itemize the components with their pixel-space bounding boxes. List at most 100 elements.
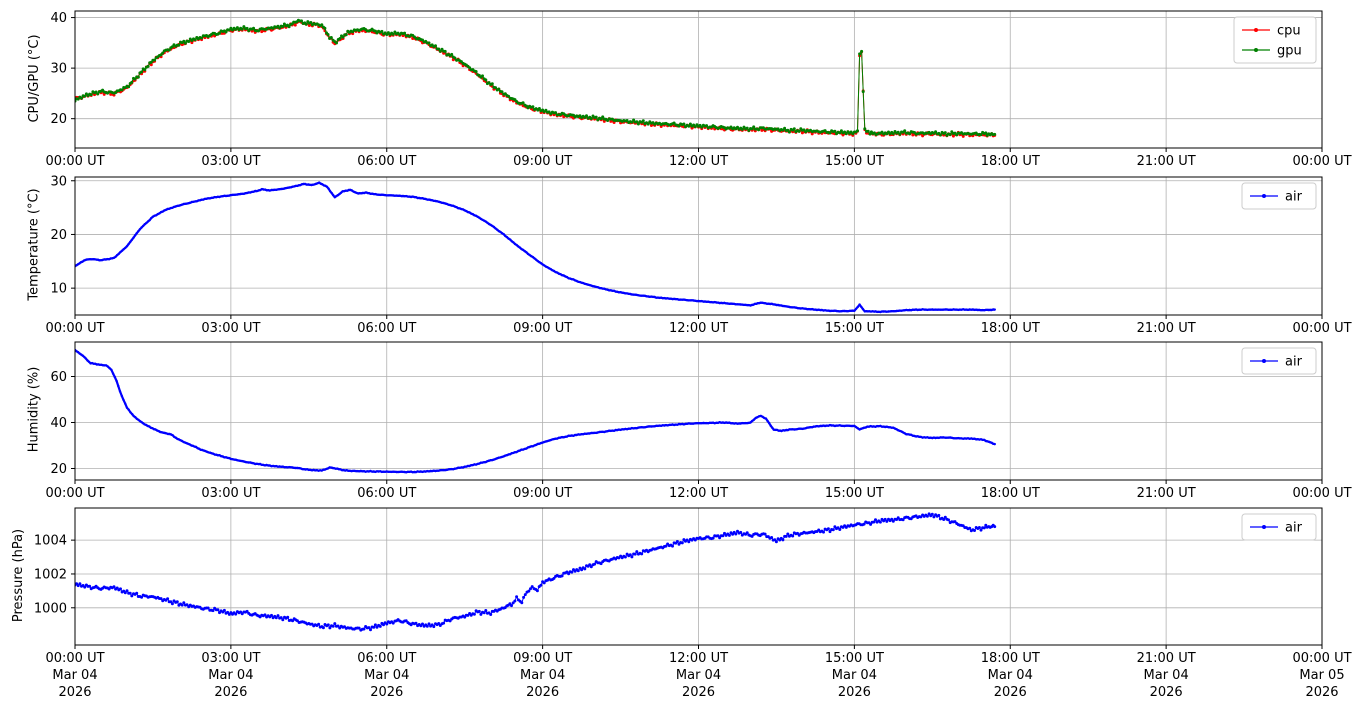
x-axis-date-label: Mar 04 [520,668,565,683]
x-tick-label: 03:00 UT [201,321,260,336]
x-axis-date-label: Mar 04 [364,668,409,683]
x-tick-label: 00:00 UT [45,321,104,336]
x-tick-label: 06:00 UT [357,486,416,501]
x-axis-year-label: 2026 [838,685,871,700]
series-air-line [75,181,996,314]
y-axis-label-temperature: Temperature (°C) [26,188,42,301]
x-tick-label: 00:00 UT [1292,651,1351,666]
series-cpu-line [75,20,996,137]
x-axis-date-label: Mar 04 [832,668,877,683]
legend-sample-marker-cpu [1254,28,1258,32]
x-tick-label: 06:00 UT [357,651,416,666]
x-axis-year-label: 2026 [994,685,1027,700]
y-tick-label: 20 [50,112,67,127]
x-tick-label: 09:00 UT [513,651,572,666]
x-axis-date-label: Mar 04 [988,668,1033,683]
x-axis-date-label: Mar 04 [52,668,97,683]
legend-box [1233,16,1317,64]
legend-box [1241,182,1317,210]
series-air-line [75,513,996,631]
x-tick-label: 12:00 UT [669,651,728,666]
x-tick-label: 03:00 UT [201,651,260,666]
x-tick-label: 15:00 UT [825,321,884,336]
x-axis-date-label: Mar 04 [1144,668,1189,683]
legend-label-cpu: cpu [1277,24,1301,39]
x-tick-label: 21:00 UT [1137,486,1196,501]
x-tick-label: 00:00 UT [45,651,104,666]
x-tick-label: 09:00 UT [513,321,572,336]
series-gpu-line [75,19,996,136]
x-axis-year-label: 2026 [58,685,91,700]
x-tick-label: 12:00 UT [669,486,728,501]
x-tick-label: 00:00 UT [45,154,104,169]
x-tick-label: 06:00 UT [357,321,416,336]
y-axis-label-pressure: Pressure (hPa) [10,528,26,622]
x-axis-date-label: Mar 04 [676,668,721,683]
panel-2: 00:00 UT 03:00 UT 06:00 UT 09:00 UT 12:00 UT… [45,341,1352,501]
series-cpu [75,19,997,138]
x-tick-label: 12:00 UT [669,154,728,169]
legend-label-air: air [1285,521,1303,536]
y-tick-label: 1004 [34,534,67,549]
x-axis-date-label: Mar 04 [208,668,253,683]
x-tick-label: 15:00 UT [825,651,884,666]
y-axis-label-humidity: Humidity (%) [26,366,42,453]
x-axis-year-label: 2026 [214,685,247,700]
panel-1: 00:00 UT 03:00 UT 06:00 UT 09:00 UT 12:00 UT… [45,174,1351,336]
x-axis-year-label: 2026 [526,685,559,700]
x-axis-year-label: 2026 [682,685,715,700]
legend-sample-marker-air [1262,525,1266,529]
x-tick-label: 15:00 UT [825,154,884,169]
x-tick-label: 03:00 UT [201,486,260,501]
x-tick-label: 15:00 UT [825,486,884,501]
x-tick-label: 18:00 UT [981,651,1040,666]
y-tick-label: 1000 [34,601,67,616]
series-cpu-markers [75,19,997,138]
x-tick-label: 00:00 UT [45,486,104,501]
x-axis-year-label: 2026 [370,685,403,700]
series-air-markers [75,512,997,632]
x-tick-label: 21:00 UT [1137,154,1196,169]
legend-sample-marker-air [1262,359,1266,363]
y-tick-label: 20 [50,462,67,477]
x-tick-label: 21:00 UT [1137,321,1196,336]
legend-sample-marker-air [1262,194,1266,198]
x-tick-label: 18:00 UT [981,321,1040,336]
x-axis-year-label: 2026 [1305,685,1338,700]
y-tick-label: 1002 [34,567,67,582]
legend-box [1241,347,1317,375]
x-tick-label: 12:00 UT [669,321,728,336]
panel-3: 00:00 UT Mar 04 2026 03:00 UT Mar 04 2026 06:0… [34,507,1352,700]
legend: air [1241,513,1317,541]
series-air-markers [75,181,996,314]
x-axis-date-label: Mar 05 [1299,668,1344,683]
legend: air [1241,182,1317,210]
x-tick-label: 18:00 UT [981,154,1040,169]
legend-sample-marker-gpu [1254,48,1258,52]
legend: air [1241,347,1317,375]
x-tick-label: 03:00 UT [201,154,260,169]
x-tick-label: 06:00 UT [357,154,416,169]
x-tick-label: 09:00 UT [513,486,572,501]
y-axis-label-cpu-gpu: CPU/GPU (°C) [26,33,42,123]
x-axis-year-label: 2026 [1150,685,1183,700]
x-tick-label: 00:00 UT [1292,154,1351,169]
y-tick-label: 40 [50,416,67,431]
series-air [75,512,997,632]
series-air [75,348,996,474]
y-tick-label: 60 [50,370,67,385]
y-tick-label: 20 [50,228,67,243]
x-tick-label: 09:00 UT [513,154,572,169]
y-tick-label: 10 [50,282,67,297]
x-tick-label: 18:00 UT [981,486,1040,501]
y-tick-label: 30 [50,62,67,77]
legend-box [1241,513,1317,541]
x-tick-label: 21:00 UT [1137,651,1196,666]
legend-label-air: air [1285,190,1303,205]
y-tick-label: 30 [50,174,67,189]
legend-label-gpu: gpu [1277,44,1302,59]
y-tick-label: 40 [50,11,67,26]
series-air-markers [75,348,996,474]
